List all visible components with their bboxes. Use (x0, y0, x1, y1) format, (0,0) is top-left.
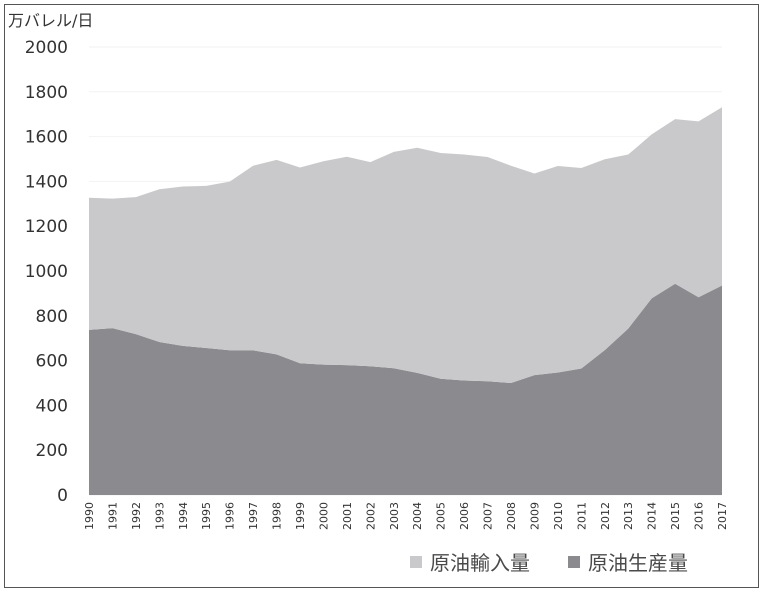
y-tick-label: 1000 (25, 262, 68, 282)
x-tick-label: 2003 (388, 502, 401, 530)
x-tick-label: 1995 (200, 502, 213, 530)
x-tick-label: 2012 (599, 502, 612, 530)
x-tick-label: 1990 (83, 502, 96, 530)
y-tick-label: 1200 (25, 217, 68, 237)
y-tick-label: 200 (36, 441, 68, 461)
chart-frame (4, 4, 759, 588)
area-series-production (89, 283, 722, 495)
x-tick-label: 2002 (364, 502, 377, 530)
legend-swatch-production (568, 556, 580, 568)
x-tick-label: 2013 (622, 502, 635, 530)
x-tick-label: 2004 (411, 502, 424, 530)
y-tick-label: 600 (36, 352, 68, 372)
y-tick-label: 1600 (25, 128, 68, 148)
x-tick-label: 2006 (458, 502, 471, 530)
x-tick-label: 2010 (552, 502, 565, 530)
legend-swatch-import (410, 556, 422, 568)
x-tick-label: 2016 (693, 502, 706, 530)
x-tick-label: 1999 (294, 502, 307, 530)
y-tick-label: 800 (36, 307, 68, 327)
y-tick-label: 1800 (25, 83, 68, 103)
legend-label-import: 原油輸入量 (430, 551, 530, 575)
x-tick-label: 2015 (669, 502, 682, 530)
x-tick-label: 2005 (435, 502, 448, 530)
x-tick-label: 2008 (505, 502, 518, 530)
x-tick-label: 1996 (224, 502, 237, 530)
legend-label-production: 原油生産量 (588, 551, 688, 575)
area-series-import (89, 107, 722, 383)
y-tick-label: 1400 (25, 172, 68, 192)
y-tick-label: 2000 (25, 38, 68, 58)
x-tick-label: 2017 (716, 502, 729, 530)
y-tick-label: 400 (36, 396, 68, 416)
x-tick-label: 1994 (177, 502, 190, 530)
x-tick-label: 2009 (528, 502, 541, 530)
x-tick-label: 2007 (482, 502, 495, 530)
x-tick-label: 1991 (106, 502, 119, 530)
x-tick-label: 2014 (646, 502, 659, 530)
y-tick-label: 0 (57, 486, 68, 506)
x-tick-label: 2001 (341, 502, 354, 530)
x-tick-label: 2000 (317, 502, 330, 530)
x-tick-label: 1992 (130, 502, 143, 530)
legend: 原油輸入量 原油生産量 (410, 551, 688, 575)
x-tick-label: 1997 (247, 502, 260, 530)
x-tick-label: 1998 (271, 502, 284, 530)
x-tick-label: 1993 (153, 502, 166, 530)
plot-area (89, 107, 722, 495)
x-axis: 1990 1991 1992 1993 1994 1995 1996 1997 1998 1999… (83, 502, 729, 530)
x-tick-label: 2011 (575, 502, 588, 530)
y-axis-label: 万バレル/日 (8, 11, 93, 30)
